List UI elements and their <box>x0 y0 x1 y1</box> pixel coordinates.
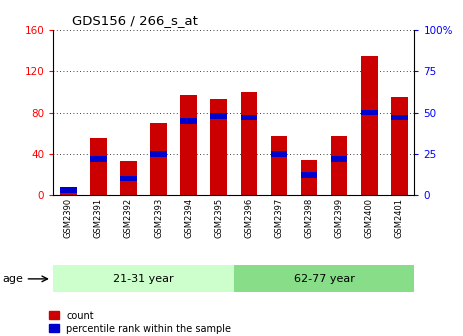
FancyBboxPatch shape <box>234 265 414 292</box>
Bar <box>150 123 167 195</box>
Legend: count, percentile rank within the sample: count, percentile rank within the sample <box>49 310 232 334</box>
Text: 21-31 year: 21-31 year <box>113 274 174 284</box>
Bar <box>90 138 106 195</box>
Text: GDS156 / 266_s_at: GDS156 / 266_s_at <box>72 14 198 27</box>
Text: 62-77 year: 62-77 year <box>294 274 355 284</box>
Bar <box>241 92 257 195</box>
Bar <box>150 151 167 157</box>
Bar <box>60 190 76 195</box>
Bar <box>301 172 317 178</box>
Bar <box>241 115 257 120</box>
Bar <box>90 156 106 162</box>
Bar <box>391 97 407 195</box>
Bar <box>271 136 287 195</box>
Bar <box>361 56 377 195</box>
Bar <box>361 110 377 116</box>
Bar <box>120 175 137 181</box>
Bar <box>331 136 347 195</box>
Bar <box>181 95 197 195</box>
Bar <box>120 161 137 195</box>
Bar <box>391 115 407 120</box>
Bar <box>301 160 317 195</box>
Bar <box>211 99 227 195</box>
FancyBboxPatch shape <box>53 265 234 292</box>
Bar <box>331 156 347 162</box>
Bar <box>181 118 197 124</box>
Bar <box>211 113 227 119</box>
Bar <box>271 151 287 157</box>
Bar <box>60 187 76 193</box>
Text: age: age <box>2 274 23 284</box>
